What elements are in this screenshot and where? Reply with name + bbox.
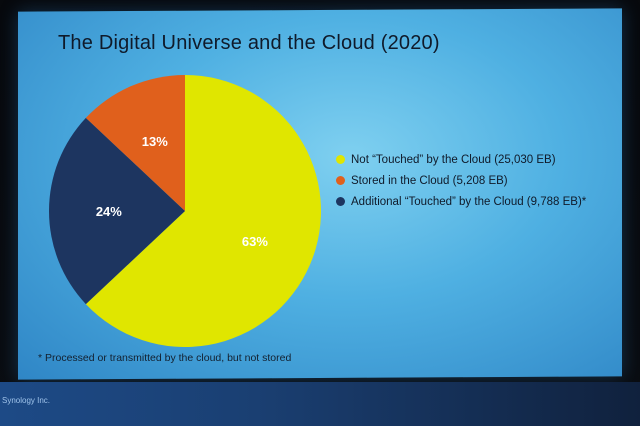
pie-slice-additional-touched <box>48 117 185 305</box>
pie-slices <box>48 75 322 347</box>
legend-swatch-yellow <box>336 155 345 164</box>
legend-swatch-navy <box>336 197 345 206</box>
legend-label: Stored in the Cloud (5,208 EB) <box>351 174 508 187</box>
chart-footnote: * Processed or transmitted by the cloud,… <box>38 352 292 364</box>
legend-item-stored: Stored in the Cloud (5,208 EB) <box>336 170 586 191</box>
pie-slice-not-touched <box>85 75 322 347</box>
slice-label-24: 24% <box>96 204 122 219</box>
legend-label: Additional “Touched” by the Cloud (9,788… <box>351 195 587 208</box>
legend-item-additional-touched: Additional “Touched” by the Cloud (9,788… <box>336 191 586 212</box>
brand-text: Synology Inc. <box>2 396 51 405</box>
pie-labels: 63% 24% 13% <box>96 134 269 249</box>
legend-label: Not “Touched” by the Cloud (25,030 EB) <box>351 153 556 166</box>
slide-title: The Digital Universe and the Cloud (2020… <box>58 32 440 54</box>
legend-item-not-touched: Not “Touched” by the Cloud (25,030 EB) <box>336 149 586 170</box>
chart-legend: Not “Touched” by the Cloud (25,030 EB) S… <box>336 149 586 212</box>
pie-slice-stored <box>85 75 185 211</box>
legend-swatch-orange <box>336 176 345 185</box>
slice-label-13: 13% <box>142 134 168 149</box>
slice-label-63: 63% <box>242 234 268 249</box>
footer-bar <box>0 382 640 426</box>
